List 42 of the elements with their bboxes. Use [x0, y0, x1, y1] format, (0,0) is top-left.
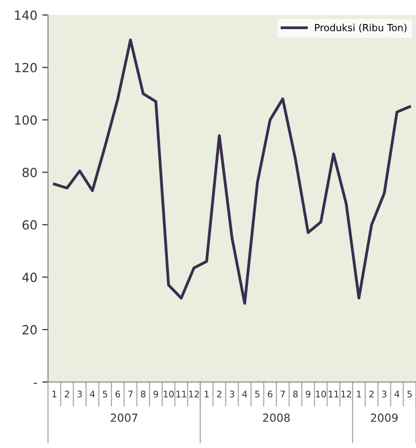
x-tick-label: 4 [394, 390, 400, 398]
y-tick-label: 80 [22, 168, 37, 178]
x-tick-label: 11 [328, 390, 338, 398]
y-tick-label: 20 [22, 325, 37, 334]
legend-label: Produksi (Ribu Ton) [315, 24, 406, 32]
x-tick-label: 6 [268, 390, 272, 398]
y-tick-label: 140 [15, 10, 37, 20]
x-tick-label: 5 [255, 390, 260, 398]
x-tick-label: 2 [369, 390, 374, 398]
x-tick-label: 1 [204, 390, 209, 398]
x-tick-label: 3 [78, 390, 82, 398]
x-tick-label: 7 [280, 390, 285, 398]
text: 2007 [110, 414, 138, 422]
x-tick-label: 2 [64, 390, 69, 398]
x-tick-label: 8 [140, 390, 146, 398]
x-tick-label: 3 [382, 390, 386, 398]
x-tick-label: 12 [189, 390, 199, 398]
x-tick-label: 8 [293, 390, 298, 398]
x-tick-label: 10 [164, 390, 174, 398]
x-tick-label: 3 [230, 390, 234, 398]
x-tick-label: 11 [176, 390, 186, 398]
x-tick-label: 4 [242, 390, 248, 398]
x-tick-label: 4 [90, 390, 95, 398]
text: 2009 [370, 414, 398, 422]
text: 2008 [263, 414, 290, 422]
y-tick-label: 60 [22, 220, 37, 230]
x-tick-label: 7 [128, 390, 133, 398]
line-series [52, 38, 412, 305]
y-tick-label: - [34, 382, 37, 384]
x-tick-label: 5 [407, 390, 412, 398]
x-tick-label: 6 [116, 390, 120, 398]
y-tick-label: 40 [22, 272, 37, 282]
x-tick-label: 10 [316, 390, 326, 398]
x-tick-label: 9 [154, 390, 158, 398]
x-tick-label: 2 [217, 390, 222, 398]
y-tick-label: 120 [15, 62, 37, 72]
x-tick-label: 9 [306, 390, 310, 398]
x-tick-label: 12 [341, 390, 352, 398]
x-tick-label: 1 [357, 390, 361, 398]
x-tick-label: 1 [52, 390, 56, 398]
x-tick-label: 5 [102, 390, 108, 398]
y-tick-label: 100 [15, 115, 37, 125]
